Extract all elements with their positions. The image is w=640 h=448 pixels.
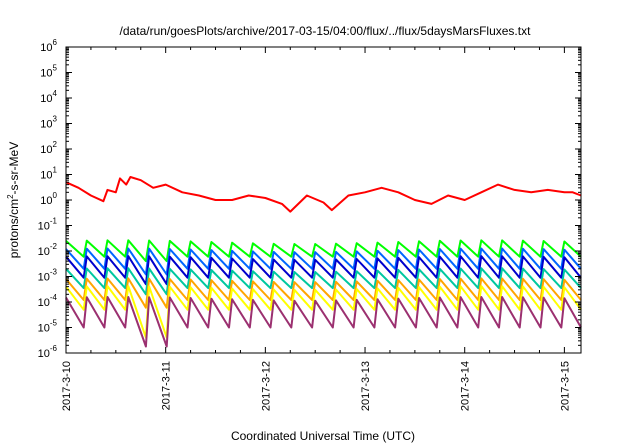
series-line-1 <box>65 176 582 213</box>
y-axis-label-rest: -s-sr-MeV <box>7 142 21 195</box>
y-tick-base: 10 <box>38 221 50 233</box>
series-line-2 <box>65 239 582 263</box>
y-tick-label: 102 <box>40 140 57 156</box>
y-axis-label: protons/cm2-s-sr-MeV <box>6 142 21 258</box>
series-line-8 <box>65 296 582 348</box>
y-tick-exp: 1 <box>53 166 58 175</box>
y-axis-label-main: protons/cm <box>7 199 21 258</box>
x-axis: 2017-3-10 2017-3-11 2017-3-12 2017-3-13 2017… <box>61 47 571 411</box>
y-tick-exp: 2 <box>53 140 58 149</box>
y-tick-base: 10 <box>40 195 52 207</box>
y-tick-exp: 5 <box>53 64 58 73</box>
y-tick-label: 10-5 <box>38 319 58 335</box>
y-tick-label: 101 <box>40 166 57 182</box>
y-tick-exp: -1 <box>50 217 58 226</box>
y-tick-exp: 0 <box>53 191 58 200</box>
y-tick-base: 10 <box>40 93 52 105</box>
x-axis-label: Coordinated Universal Time (UTC) <box>231 429 415 443</box>
y-tick-exp: 6 <box>53 38 58 47</box>
x-tick-label: 2017-3-11 <box>161 361 173 410</box>
y-tick-label: 106 <box>40 38 57 54</box>
y-tick-base: 10 <box>40 119 52 131</box>
x-tick-label: 2017-3-10 <box>61 361 73 411</box>
y-tick-base: 10 <box>40 170 52 182</box>
series-line-6 <box>65 277 582 309</box>
y-tick-base: 10 <box>38 348 50 360</box>
y-tick-base: 10 <box>40 42 52 54</box>
series-line-5 <box>65 267 582 296</box>
x-tick-label: 2017-3-14 <box>460 361 472 411</box>
series-layer <box>65 176 582 348</box>
series-line-7 <box>65 285 582 339</box>
plot-frame <box>65 46 582 354</box>
series-line-4 <box>65 255 582 286</box>
y-tick-exp: -5 <box>50 319 58 328</box>
y-tick-base: 10 <box>40 144 52 156</box>
y-tick-label: 10-2 <box>38 242 58 258</box>
y-axis-label-sup: 2 <box>6 194 15 199</box>
series-line-3 <box>65 247 582 276</box>
y-tick-base: 10 <box>38 272 50 284</box>
y-tick-label: 103 <box>40 115 57 131</box>
y-tick-exp: -4 <box>50 293 58 302</box>
y-tick-exp: -2 <box>50 242 58 251</box>
y-axis: 10-610-510-410-310-210-11001011021031041… <box>38 38 581 360</box>
y-tick-base: 10 <box>38 246 50 258</box>
y-tick-label: 10-4 <box>38 293 58 309</box>
y-tick-base: 10 <box>38 323 50 335</box>
y-tick-label: 10-1 <box>38 217 58 233</box>
y-tick-base: 10 <box>40 68 52 80</box>
y-tick-exp: -3 <box>50 268 58 277</box>
y-tick-exp: 3 <box>53 115 58 124</box>
y-tick-label: 10-6 <box>38 344 58 360</box>
y-tick-label: 10-3 <box>38 268 58 284</box>
chart-title: /data/run/goesPlots/archive/2017-03-15/0… <box>120 24 532 38</box>
y-tick-base: 10 <box>38 297 50 309</box>
x-tick-label: 2017-3-12 <box>260 361 272 411</box>
x-tick-label: 2017-3-15 <box>559 361 571 411</box>
y-tick-exp: -6 <box>50 344 58 353</box>
y-tick-label: 100 <box>40 191 57 207</box>
y-tick-exp: 4 <box>53 89 58 98</box>
y-tick-label: 104 <box>40 89 57 105</box>
x-tick-label: 2017-3-13 <box>360 361 372 411</box>
y-tick-label: 105 <box>40 64 57 80</box>
